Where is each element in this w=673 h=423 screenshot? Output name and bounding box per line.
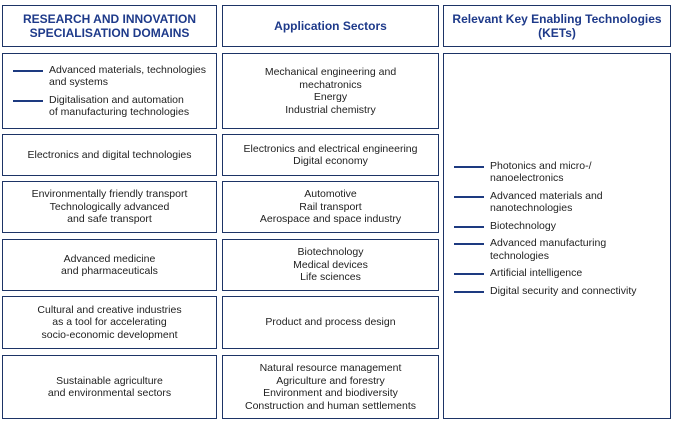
header-sectors-text: Application Sectors bbox=[274, 19, 387, 33]
text-line: Advanced materials, technologies bbox=[49, 63, 207, 76]
text-line: Relevant Key Enabling Technologies bbox=[452, 12, 662, 26]
bullet-item: Artificial intelligence bbox=[454, 267, 660, 280]
text-line: Energy bbox=[313, 91, 348, 103]
text-line: Rail transport bbox=[299, 200, 362, 213]
text-line: Medical devices bbox=[293, 258, 368, 271]
text-line: Sustainable agriculture bbox=[56, 374, 163, 387]
text-line: Natural resource management bbox=[259, 362, 402, 374]
text-line: Digital security and connectivity bbox=[490, 284, 637, 297]
bullet-item: Photonics and micro-/nanoelectronics bbox=[454, 160, 660, 185]
text-line: Mechanical engineering and bbox=[264, 66, 397, 78]
text-line: Advanced manufacturing bbox=[490, 237, 607, 250]
domain-list: Advanced materials, technologies and syst… bbox=[3, 59, 216, 124]
sector-cell: Product and process design bbox=[222, 296, 439, 349]
bullet-item: Advanced materials and nanotechnologies bbox=[454, 190, 660, 215]
text-line: socio-economic development bbox=[41, 328, 178, 341]
dash-icon bbox=[13, 99, 43, 102]
text-line: RESEARCH AND INNOVATION bbox=[22, 12, 197, 26]
domain-cell: Environmentally friendly transport Techno… bbox=[2, 181, 217, 233]
bullet-text: Biotechnology bbox=[490, 220, 556, 233]
text-line: Biotechnology bbox=[297, 246, 364, 259]
text-line: Construction and human settlements bbox=[244, 399, 416, 412]
text-line: Photonics and micro-/ bbox=[490, 159, 592, 172]
sector-cell: Electronics and electrical engineering Di… bbox=[222, 134, 439, 176]
bullet-text: Digital security and connectivity bbox=[490, 285, 636, 298]
sector-cell: Automotive Rail transport Aerospace and sp… bbox=[222, 181, 439, 233]
text-line: Life sciences bbox=[300, 271, 361, 284]
text-line: Artificial intelligence bbox=[490, 267, 583, 280]
text-line: Environmentally friendly transport bbox=[31, 188, 188, 201]
text-line: and safe transport bbox=[67, 213, 152, 226]
bullet-text: Photonics and micro-/nanoelectronics bbox=[490, 160, 592, 185]
text-line: Industrial chemistry bbox=[285, 103, 376, 116]
text-line: Advanced materials and bbox=[490, 189, 603, 202]
domain-cell: Sustainable agriculture and environmental… bbox=[2, 355, 217, 419]
kets-list: Photonics and micro-/nanoelectronics Adva… bbox=[444, 155, 670, 303]
text-line: of manufacturing technologies bbox=[49, 106, 190, 118]
text-line: as a tool for accelerating bbox=[52, 316, 167, 329]
text-line: Electronics and electrical engineering bbox=[243, 142, 418, 155]
kets-cell: Photonics and micro-/nanoelectronics Adva… bbox=[443, 53, 671, 419]
text-line: and pharmaceuticals bbox=[61, 265, 158, 277]
header-sectors: Application Sectors bbox=[222, 5, 439, 47]
sector-cell: Mechanical engineering and mechatronics En… bbox=[222, 53, 439, 129]
text-line: nanotechnologies bbox=[490, 202, 573, 215]
bullet-item: Digital security and connectivity bbox=[454, 285, 660, 298]
text-line: and environmental sectors bbox=[47, 387, 172, 399]
bullet-text: Advanced materials and nanotechnologies bbox=[490, 190, 603, 215]
dash-icon bbox=[13, 69, 43, 72]
header-kets: Relevant Key Enabling Technologies (KETs) bbox=[443, 5, 671, 47]
text-line: Electronics and digital technologies bbox=[27, 148, 192, 161]
dash-icon bbox=[454, 290, 484, 293]
bullet-text: Digitalisation and automation of manufact… bbox=[49, 94, 189, 119]
text-line: Technologically advanced bbox=[49, 200, 170, 213]
domain-cell: Electronics and digital technologies bbox=[2, 134, 217, 176]
text-line: technologies bbox=[490, 249, 549, 262]
text-line: nanoelectronics bbox=[490, 172, 564, 185]
text-line: and systems bbox=[49, 76, 108, 88]
text-line: Environment and biodiversity bbox=[263, 387, 398, 399]
dash-icon bbox=[454, 195, 484, 198]
bullet-item: Biotechnology bbox=[454, 220, 660, 233]
sector-cell: Natural resource management Agriculture a… bbox=[222, 355, 439, 419]
text-line: Digitalisation and automation bbox=[49, 93, 184, 106]
domain-cell: Advanced medicine and pharmaceuticals bbox=[2, 239, 217, 291]
text-line: SPECIALISATION DOMAINS bbox=[29, 26, 190, 40]
text-line: Cultural and creative industries bbox=[37, 303, 182, 316]
text-line: Advanced medicine bbox=[63, 252, 156, 265]
text-line: Product and process design bbox=[265, 316, 396, 329]
bullet-item: Advanced manufacturing technologies bbox=[454, 237, 660, 262]
dash-icon bbox=[454, 243, 484, 246]
bullet-text: Advanced materials, technologies and syst… bbox=[49, 64, 206, 89]
text-line: Biotechnology bbox=[490, 219, 556, 232]
domain-cell: Advanced materials, technologies and syst… bbox=[2, 53, 217, 129]
bullet-text: Advanced manufacturing technologies bbox=[490, 237, 606, 262]
text-line: Agriculture and forestry bbox=[276, 374, 385, 387]
dash-icon bbox=[454, 225, 484, 228]
header-domains: RESEARCH AND INNOVATION SPECIALISATION DO… bbox=[2, 5, 217, 47]
dash-icon bbox=[454, 165, 484, 168]
domain-cell: Cultural and creative industries as a too… bbox=[2, 296, 217, 349]
text-line: mechatronics bbox=[299, 78, 362, 91]
bullet-item: Advanced materials, technologies and syst… bbox=[13, 64, 206, 89]
text-line: Digital economy bbox=[293, 155, 368, 167]
sector-cell: Biotechnology Medical devices Life science… bbox=[222, 239, 439, 291]
bullet-text: Artificial intelligence bbox=[490, 267, 582, 280]
text-line: Automotive bbox=[304, 188, 357, 201]
bullet-item: Digitalisation and automation of manufact… bbox=[13, 94, 206, 119]
text-line: (KETs) bbox=[538, 26, 576, 40]
text-line: Aerospace and space industry bbox=[259, 213, 402, 226]
dash-icon bbox=[454, 273, 484, 276]
